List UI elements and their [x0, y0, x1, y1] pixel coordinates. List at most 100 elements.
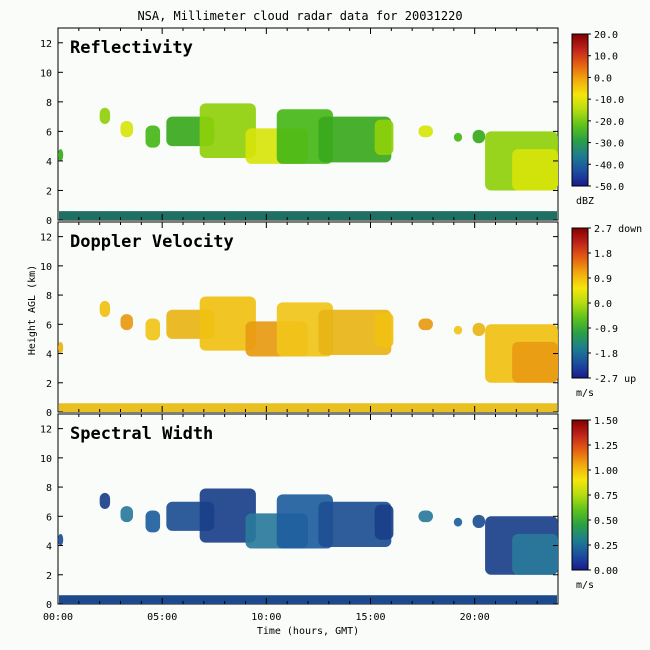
y-tick-label: 6: [46, 127, 52, 138]
cloud-echo: [318, 309, 392, 355]
y-tick-label: 4: [46, 542, 52, 553]
cloud-echo: [145, 318, 161, 341]
x-axis-label: Time (hours, GMT): [257, 626, 359, 637]
colorbar: [571, 33, 589, 187]
colorbar: [571, 419, 589, 571]
x-tick-label: 10:00: [251, 612, 281, 623]
panel-3: 0 2 4 6 8 10 12 Spectral Width 1.50 1.25 1.00 0.75 0…: [40, 413, 618, 611]
cloud-echo: [58, 149, 64, 161]
cloud-echo: [453, 325, 463, 335]
x-tick-label: 15:00: [355, 612, 385, 623]
y-tick-label: 2: [46, 379, 52, 390]
spectral-width-title: Spectral Width: [70, 424, 213, 444]
colorbar-unit: m/s: [576, 388, 594, 399]
colorbar-tick-label: 10.0: [594, 52, 618, 63]
x-tick-label: 05:00: [147, 612, 177, 623]
colorbar-tick-label: -50.0: [594, 182, 624, 193]
y-tick-label: 2: [46, 571, 52, 582]
reflectivity-title: Reflectivity: [70, 38, 193, 58]
doppler-velocity-title: Doppler Velocity: [70, 232, 234, 252]
colorbar-unit: dBZ: [576, 196, 594, 207]
cloud-echo: [145, 510, 161, 533]
colorbar-tick-label: 1.50: [594, 416, 618, 427]
cloud-echo: [99, 107, 111, 124]
y-tick-label: 10: [40, 454, 52, 465]
cloud-echo: [472, 514, 486, 528]
cloud-echo: [512, 149, 558, 191]
colorbar-tick-label: -10.0: [594, 95, 624, 106]
y-tick-label: 4: [46, 157, 52, 168]
cloud-echo: [374, 312, 394, 348]
colorbar-tick-label: 20.0: [594, 30, 618, 41]
cloud-echo: [453, 132, 463, 142]
cloud-echo: [99, 300, 111, 317]
colorbar-tick-label: 1.8: [594, 249, 612, 260]
colorbar-tick-label: 1.00: [594, 466, 618, 477]
y-tick-label: 12: [40, 425, 52, 436]
y-axis-label: Height AGL (km): [27, 265, 38, 355]
colorbar-tick-label: 0.75: [594, 491, 618, 502]
cloud-echo: [453, 517, 463, 527]
colorbar-tick-label: 0.0: [594, 299, 612, 310]
cloud-echo: [199, 488, 256, 543]
y-tick-label: 10: [40, 68, 52, 79]
cloud-echo: [318, 501, 392, 547]
colorbar-tick-label: 0.0: [594, 73, 612, 84]
cloud-echo: [145, 125, 161, 148]
colorbar-tick-label: 2.7 down: [594, 224, 642, 235]
surface-echo-band: [59, 403, 557, 412]
cloud-echo: [120, 506, 133, 523]
colorbar-tick-label: 0.00: [594, 566, 618, 577]
colorbar-tick-label: 0.9: [594, 274, 612, 285]
panel-2: 0 2 4 6 8 10 12 Doppler Velocity 2.7 down 1.8 0.9 0…: [40, 221, 642, 419]
y-tick-label: 12: [40, 233, 52, 244]
colorbar-tick-label: -20.0: [594, 117, 624, 128]
cloud-echo: [418, 125, 433, 138]
cloud-echo: [120, 121, 133, 138]
y-tick-label: 8: [46, 98, 52, 109]
surface-echo-band: [59, 595, 557, 604]
colorbar-tick-label: -30.0: [594, 139, 624, 150]
cloud-echo: [512, 341, 558, 383]
y-tick-label: 2: [46, 186, 52, 197]
figure-title: NSA, Millimeter cloud radar data for 200…: [137, 9, 462, 23]
cloud-echo: [512, 533, 558, 575]
cloud-echo: [418, 510, 433, 523]
y-tick-label: 0: [46, 408, 52, 419]
cloud-echo: [318, 116, 392, 163]
cloud-echo: [418, 318, 433, 331]
colorbar-tick-label: -2.7 up: [594, 374, 636, 385]
cloud-echo: [472, 322, 486, 336]
colorbar-tick-label: 1.25: [594, 441, 618, 452]
cloud-echo: [199, 103, 256, 158]
cloud-echo: [58, 341, 64, 354]
cloud-echo: [58, 533, 64, 546]
y-tick-label: 8: [46, 483, 52, 494]
y-tick-label: 6: [46, 320, 52, 331]
y-tick-label: 6: [46, 512, 52, 523]
y-tick-label: 12: [40, 39, 52, 50]
y-tick-label: 8: [46, 291, 52, 302]
y-tick-label: 0: [46, 600, 52, 611]
x-tick-label: 00:00: [43, 612, 73, 623]
y-tick-label: 4: [46, 350, 52, 361]
cloud-echo: [199, 296, 256, 351]
cloud-echo: [374, 504, 394, 540]
colorbar-tick-label: -1.8: [594, 349, 618, 360]
cloud-echo: [472, 129, 486, 144]
colorbar: [571, 227, 589, 379]
x-tick-label: 20:00: [460, 612, 490, 623]
colorbar-tick-label: 0.25: [594, 541, 618, 552]
cloud-echo: [374, 119, 394, 156]
colorbar-tick-label: -0.9: [594, 324, 618, 335]
colorbar-tick-label: -40.0: [594, 160, 624, 171]
colorbar-unit: m/s: [576, 580, 594, 591]
panel-1: 0 2 4 6 8 10 12 Reflectivity 20.0 10.0 0.0 -10.0 -20…: [40, 27, 624, 227]
y-tick-label: 0: [46, 216, 52, 227]
y-tick-label: 10: [40, 262, 52, 273]
colorbar-tick-label: 0.50: [594, 516, 618, 527]
cloud-echo: [99, 492, 111, 509]
surface-echo-band: [59, 211, 557, 220]
